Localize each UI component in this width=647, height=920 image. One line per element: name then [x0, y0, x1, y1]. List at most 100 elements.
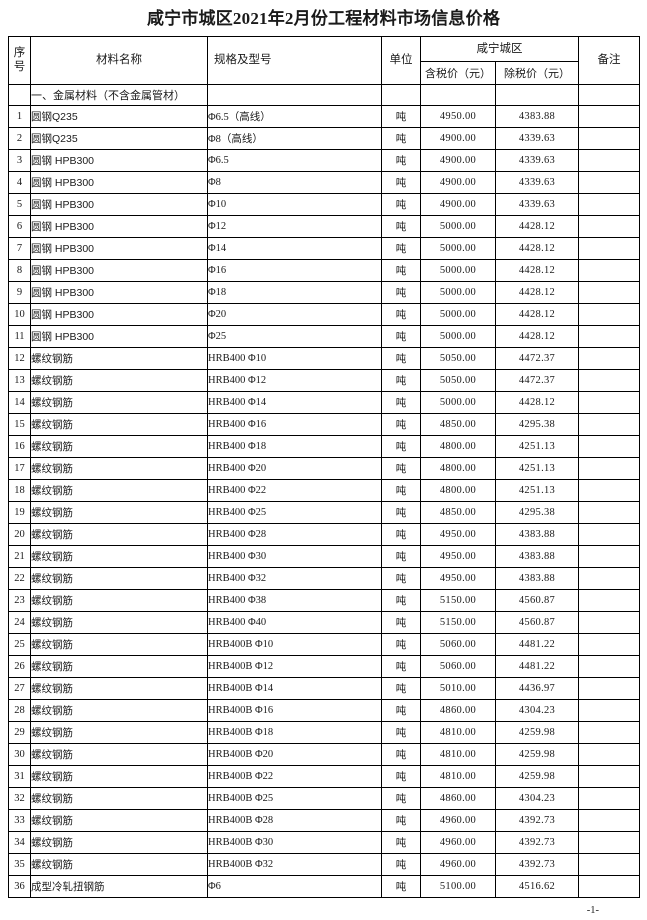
row-spec-model: HRB400 Φ10: [207, 347, 382, 370]
row-price-without-tax: 4428.12: [495, 281, 579, 304]
column-header-index: 序 号: [8, 36, 31, 85]
table-row: 8 圆钢 HPB300 Φ16 吨 5000.00 4428.12: [8, 259, 640, 282]
row-index: 11: [8, 325, 31, 348]
row-price-with-tax: 4950.00: [420, 545, 496, 568]
row-unit: 吨: [381, 875, 421, 898]
row-remark: [578, 831, 640, 854]
row-price-with-tax: 5050.00: [420, 347, 496, 370]
row-index: 21: [8, 545, 31, 568]
row-price-with-tax: 4810.00: [420, 765, 496, 788]
row-index: 9: [8, 281, 31, 304]
row-price-with-tax: 4810.00: [420, 743, 496, 766]
row-price-with-tax: 4960.00: [420, 809, 496, 832]
table-row: 7 圆钢 HPB300 Φ14 吨 5000.00 4428.12: [8, 237, 640, 260]
row-material-name: 螺纹钢筋: [30, 765, 208, 788]
row-material-name: 螺纹钢筋: [30, 545, 208, 568]
row-index: 14: [8, 391, 31, 414]
row-material-name: 圆钢 HPB300: [30, 259, 208, 282]
row-index: 34: [8, 831, 31, 854]
row-index: 24: [8, 611, 31, 634]
row-price-with-tax: 4860.00: [420, 787, 496, 810]
row-unit: 吨: [381, 215, 421, 238]
table-row: 15 螺纹钢筋 HRB400 Φ16 吨 4850.00 4295.38: [8, 413, 640, 436]
row-material-name: 螺纹钢筋: [30, 457, 208, 480]
table-row: 14 螺纹钢筋 HRB400 Φ14 吨 5000.00 4428.12: [8, 391, 640, 414]
table-row: 33 螺纹钢筋 HRB400B Φ28 吨 4960.00 4392.73: [8, 809, 640, 832]
row-remark: [578, 127, 640, 150]
row-material-name: 螺纹钢筋: [30, 347, 208, 370]
row-unit: 吨: [381, 303, 421, 326]
table-row: 28 螺纹钢筋 HRB400B Φ16 吨 4860.00 4304.23: [8, 699, 640, 722]
row-remark: [578, 105, 640, 128]
row-remark: [578, 457, 640, 480]
row-spec-model: Φ20: [207, 303, 382, 326]
row-index: 35: [8, 853, 31, 876]
table-row: 19 螺纹钢筋 HRB400 Φ25 吨 4850.00 4295.38: [8, 501, 640, 524]
row-spec-model: Φ18: [207, 281, 382, 304]
row-spec-model: HRB400 Φ32: [207, 567, 382, 590]
row-index: 2: [8, 127, 31, 150]
row-remark: [578, 479, 640, 502]
row-unit: 吨: [381, 655, 421, 678]
row-unit: 吨: [381, 743, 421, 766]
row-unit: 吨: [381, 721, 421, 744]
row-price-without-tax: 4383.88: [495, 567, 579, 590]
row-spec-model: HRB400 Φ14: [207, 391, 382, 414]
table-row: 5 圆钢 HPB300 Φ10 吨 4900.00 4339.63: [8, 193, 640, 216]
row-price-without-tax: 4251.13: [495, 479, 579, 502]
row-material-name: 圆钢 HPB300: [30, 171, 208, 194]
row-spec-model: HRB400 Φ38: [207, 589, 382, 612]
row-price-without-tax: 4251.13: [495, 435, 579, 458]
table-row: 17 螺纹钢筋 HRB400 Φ20 吨 4800.00 4251.13: [8, 457, 640, 480]
row-material-name: 螺纹钢筋: [30, 787, 208, 810]
row-index: 13: [8, 369, 31, 392]
row-spec-model: HRB400B Φ25: [207, 787, 382, 810]
row-unit: 吨: [381, 633, 421, 656]
row-unit: 吨: [381, 413, 421, 436]
row-price-without-tax: 4339.63: [495, 149, 579, 172]
row-unit: 吨: [381, 677, 421, 700]
table-row: 11 圆钢 HPB300 Φ25 吨 5000.00 4428.12: [8, 325, 640, 348]
row-spec-model: Φ25: [207, 325, 382, 348]
column-header-spec-model: 规格及型号: [207, 36, 382, 85]
row-index: 25: [8, 633, 31, 656]
table-row: 34 螺纹钢筋 HRB400B Φ30 吨 4960.00 4392.73: [8, 831, 640, 854]
table-header-row-top: 序 号 材料名称 规格及型号 单位 咸宁城区 备注: [8, 36, 640, 85]
row-spec-model: Φ10: [207, 193, 382, 216]
category-index-cell: [8, 84, 31, 106]
row-material-name: 螺纹钢筋: [30, 853, 208, 876]
row-unit: 吨: [381, 281, 421, 304]
row-remark: [578, 281, 640, 304]
row-price-without-tax: 4383.88: [495, 545, 579, 568]
row-unit: 吨: [381, 237, 421, 260]
row-material-name: 螺纹钢筋: [30, 501, 208, 524]
row-material-name: 螺纹钢筋: [30, 699, 208, 722]
row-index: 32: [8, 787, 31, 810]
row-unit: 吨: [381, 809, 421, 832]
row-price-with-tax: 5000.00: [420, 325, 496, 348]
row-index: 1: [8, 105, 31, 128]
row-material-name: 螺纹钢筋: [30, 809, 208, 832]
column-header-price-without-tax: 除税价（元）: [495, 61, 579, 85]
material-price-table: 序 号 材料名称 规格及型号 单位 咸宁城区 备注 含税价（元） 除税价（元） …: [8, 36, 640, 898]
table-row: 13 螺纹钢筋 HRB400 Φ12 吨 5050.00 4472.37: [8, 369, 640, 392]
row-spec-model: HRB400B Φ28: [207, 809, 382, 832]
row-unit: 吨: [381, 105, 421, 128]
category-unit-cell: [381, 84, 421, 106]
row-remark: [578, 237, 640, 260]
row-spec-model: HRB400B Φ32: [207, 853, 382, 876]
table-row: 3 圆钢 HPB300 Φ6.5 吨 4900.00 4339.63: [8, 149, 640, 172]
row-price-without-tax: 4259.98: [495, 743, 579, 766]
table-row: 2 圆钢Q235 Φ8（高线）吨 4900.00 4339.63: [8, 127, 640, 150]
row-remark: [578, 677, 640, 700]
table-row: 35 螺纹钢筋 HRB400B Φ32 吨 4960.00 4392.73: [8, 853, 640, 876]
column-header-index-line2: 号: [13, 60, 26, 73]
row-material-name: 圆钢 HPB300: [30, 237, 208, 260]
row-price-with-tax: 4900.00: [420, 127, 496, 150]
row-price-with-tax: 5010.00: [420, 677, 496, 700]
row-remark: [578, 611, 640, 634]
row-remark: [578, 391, 640, 414]
row-price-with-tax: 4850.00: [420, 413, 496, 436]
row-remark: [578, 171, 640, 194]
row-price-without-tax: 4428.12: [495, 215, 579, 238]
